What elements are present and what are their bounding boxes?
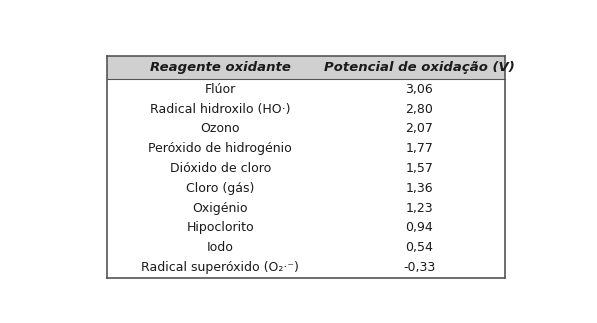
Bar	[107, 56, 505, 79]
Text: Cloro (gás): Cloro (gás)	[186, 182, 254, 195]
Text: Dióxido de cloro: Dióxido de cloro	[170, 162, 271, 175]
Bar	[107, 198, 505, 218]
Bar	[107, 79, 505, 99]
Text: Reagente oxidante: Reagente oxidante	[150, 61, 291, 74]
Bar	[107, 218, 505, 238]
Text: 1,77: 1,77	[405, 142, 433, 155]
Text: 1,57: 1,57	[405, 162, 433, 175]
Text: 0,94: 0,94	[405, 222, 433, 234]
Text: 1,23: 1,23	[405, 202, 433, 215]
Bar	[107, 238, 505, 258]
Text: Hipoclorito: Hipoclorito	[186, 222, 254, 234]
Text: Peróxido de hidrogénio: Peróxido de hidrogénio	[149, 142, 293, 155]
Text: 2,80: 2,80	[405, 102, 433, 116]
Text: Radical superóxido (O₂·⁻): Radical superóxido (O₂·⁻)	[141, 261, 299, 274]
Bar	[107, 139, 505, 159]
Text: 3,06: 3,06	[405, 83, 433, 96]
Text: -0,33: -0,33	[403, 261, 435, 274]
Text: 0,54: 0,54	[405, 241, 433, 254]
Text: Potencial de oxidação (V): Potencial de oxidação (V)	[324, 61, 515, 74]
Bar	[107, 178, 505, 198]
Text: 1,36: 1,36	[405, 182, 433, 195]
Text: Oxigénio: Oxigénio	[193, 202, 248, 215]
Bar	[107, 119, 505, 139]
Bar	[107, 159, 505, 178]
Text: Radical hidroxilo (HO·): Radical hidroxilo (HO·)	[150, 102, 291, 116]
Text: 2,07: 2,07	[405, 122, 433, 135]
Bar	[107, 99, 505, 119]
Text: Flúor: Flúor	[205, 83, 236, 96]
Bar	[107, 258, 505, 277]
Text: Iodo: Iodo	[207, 241, 234, 254]
Text: Ozono: Ozono	[201, 122, 240, 135]
